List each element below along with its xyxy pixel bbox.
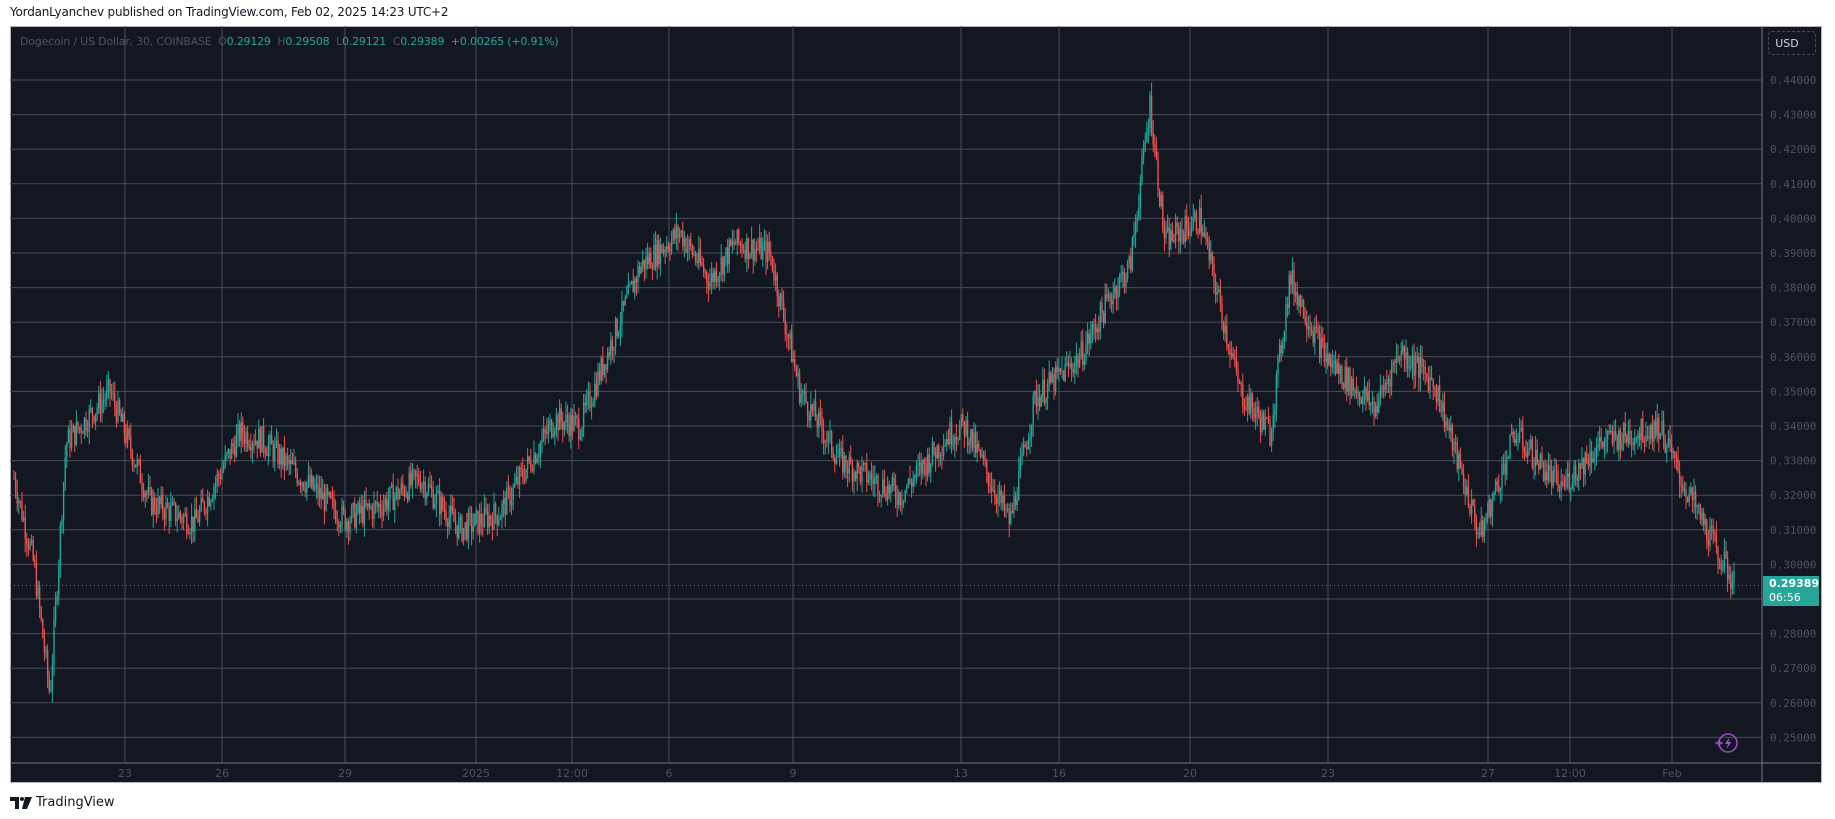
vertical-gridlines bbox=[124, 26, 1673, 763]
price-label: 0.40000 bbox=[1770, 212, 1816, 225]
time-label: 9 bbox=[790, 767, 797, 780]
close-value: 0.29389 bbox=[400, 35, 445, 48]
price-label: 0.38000 bbox=[1770, 282, 1816, 295]
price-label: 0.26000 bbox=[1770, 697, 1816, 710]
time-label: 23 bbox=[118, 767, 132, 780]
publisher-line: YordanLyanchev published on TradingView.… bbox=[10, 5, 449, 19]
time-axis[interactable]: 23 26 29 2025 12:00 6 9 13 16 20 23 27 12:00 Feb bbox=[118, 767, 1682, 780]
tradingview-brand: TradingView bbox=[36, 795, 115, 810]
price-label: 0.32000 bbox=[1770, 489, 1816, 502]
axis-separators bbox=[10, 26, 1822, 783]
price-axis[interactable]: 0.44000 0.43000 0.42000 0.41000 0.40000 0.390… bbox=[1770, 74, 1816, 744]
open-value: 0.29129 bbox=[226, 35, 271, 48]
time-label: 23 bbox=[1321, 767, 1335, 780]
change-value: +0.00265 (+0.91%) bbox=[450, 35, 559, 48]
time-label: Feb bbox=[1662, 767, 1681, 780]
price-label: 0.33000 bbox=[1770, 455, 1816, 468]
tradingview-logo-icon bbox=[10, 796, 32, 809]
price-label: 0.34000 bbox=[1770, 420, 1816, 433]
price-label: 0.27000 bbox=[1770, 662, 1816, 675]
price-label: 0.39000 bbox=[1770, 247, 1816, 260]
last-price-tag: 0.29389 06:56 bbox=[1763, 576, 1819, 606]
price-label: 0.25000 bbox=[1770, 731, 1816, 744]
currency-button[interactable]: USD bbox=[1768, 31, 1816, 55]
chart-frame bbox=[10, 26, 1822, 783]
horizontal-gridlines bbox=[10, 79, 1762, 738]
price-label: 0.44000 bbox=[1770, 74, 1816, 87]
time-label: 29 bbox=[338, 767, 352, 780]
time-label: 6 bbox=[666, 767, 673, 780]
price-label: 0.37000 bbox=[1770, 316, 1816, 329]
open-label: O bbox=[218, 35, 227, 48]
bar-countdown: 06:56 bbox=[1769, 591, 1801, 604]
last-price-value: 0.29389 bbox=[1769, 577, 1820, 590]
price-label: 0.42000 bbox=[1770, 143, 1816, 156]
high-label: H bbox=[277, 35, 286, 48]
chart-legend: Dogecoin / US Dollar, 30, COINBASE O0.29… bbox=[20, 35, 559, 48]
time-label: 20 bbox=[1183, 767, 1197, 780]
time-label: 2025 bbox=[462, 767, 490, 780]
price-label: 0.31000 bbox=[1770, 524, 1816, 537]
time-label: 26 bbox=[215, 767, 229, 780]
price-label: 0.28000 bbox=[1770, 628, 1816, 641]
candlestick-chart[interactable]: 0.44000 0.43000 0.42000 0.41000 0.40000 0.390… bbox=[10, 26, 1822, 783]
time-label: 16 bbox=[1052, 767, 1066, 780]
symbol-title[interactable]: Dogecoin / US Dollar, 30, COINBASE bbox=[20, 35, 212, 48]
price-label: 0.36000 bbox=[1770, 351, 1816, 364]
candles bbox=[13, 82, 1735, 703]
price-label: 0.41000 bbox=[1770, 178, 1816, 191]
price-label: 0.43000 bbox=[1770, 109, 1816, 122]
lightning-icon[interactable] bbox=[1715, 733, 1738, 753]
time-label: 12:00 bbox=[1554, 767, 1586, 780]
close-label: C bbox=[392, 35, 401, 48]
price-label: 0.35000 bbox=[1770, 385, 1816, 398]
low-value: 0.29121 bbox=[342, 35, 387, 48]
time-label: 12:00 bbox=[556, 767, 588, 780]
tradingview-logo[interactable]: TradingView bbox=[10, 795, 115, 810]
time-label: 13 bbox=[954, 767, 968, 780]
low-label: L bbox=[336, 35, 343, 48]
time-label: 27 bbox=[1481, 767, 1495, 780]
high-value: 0.29508 bbox=[285, 35, 330, 48]
price-label: 0.30000 bbox=[1770, 558, 1816, 571]
